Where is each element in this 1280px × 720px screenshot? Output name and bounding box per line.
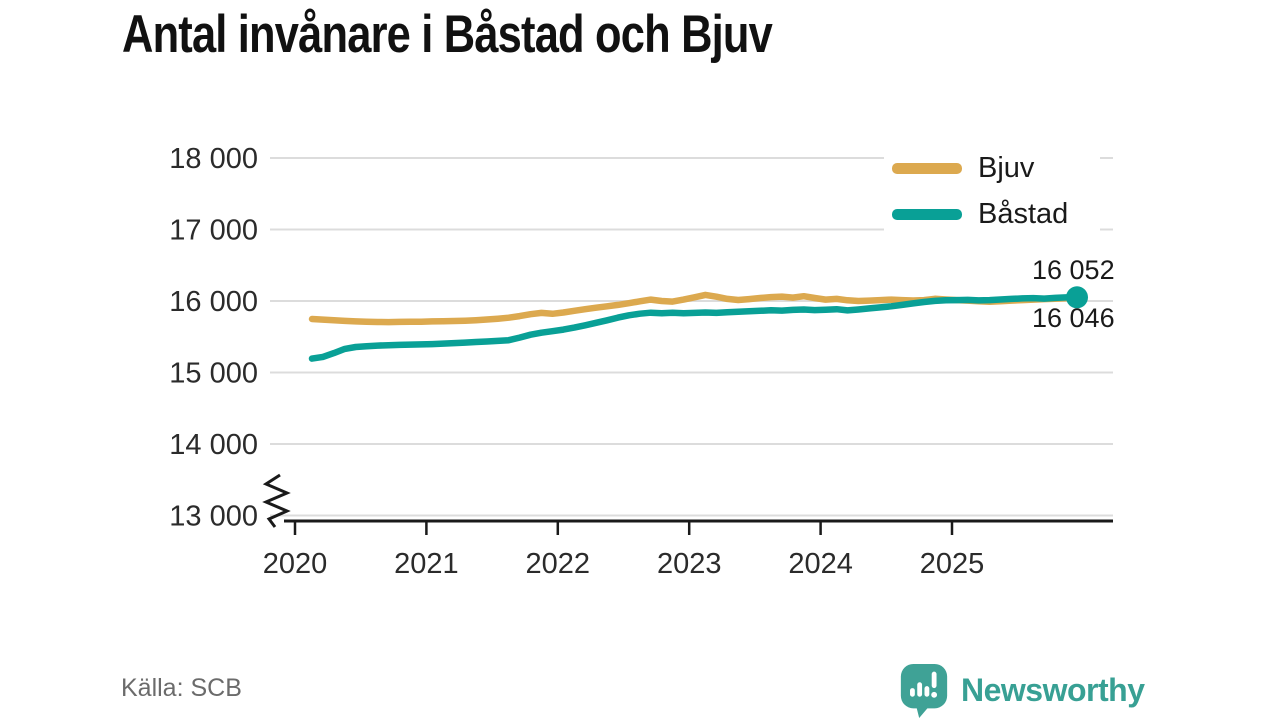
legend-item-bastad: Båstad	[892, 198, 1100, 230]
source-label: Källa: SCB	[121, 674, 242, 702]
svg-text:13 000: 13 000	[169, 501, 258, 533]
svg-text:15 000: 15 000	[169, 358, 258, 390]
chart-title: Antal invånare i Båstad och Bjuv	[122, 5, 773, 64]
svg-text:16 000: 16 000	[169, 286, 258, 318]
newsworthy-bubble-chart-icon	[900, 663, 948, 718]
newsworthy-wordmark: Newsworthy	[961, 672, 1145, 708]
svg-text:14 000: 14 000	[169, 429, 258, 461]
legend-label-bjuv: Bjuv	[978, 151, 1035, 184]
svg-text:2020: 2020	[263, 548, 328, 580]
legend-swatch-bastad	[892, 208, 962, 220]
svg-text:2024: 2024	[788, 548, 853, 580]
legend-label-bastad: Båstad	[978, 197, 1069, 230]
svg-text:2021: 2021	[394, 548, 459, 580]
svg-text:17 000: 17 000	[169, 215, 258, 247]
legend-swatch-bjuv	[892, 162, 962, 174]
svg-text:2022: 2022	[526, 548, 591, 580]
legend-item-bjuv: Bjuv	[892, 152, 1100, 184]
svg-text:2025: 2025	[920, 548, 985, 580]
end-value-label-bjuv: 16 046	[1032, 303, 1115, 333]
svg-text:2023: 2023	[657, 548, 722, 580]
svg-text:18 000: 18 000	[169, 143, 258, 175]
end-value-label-bastad: 16 052	[1032, 255, 1115, 285]
newsworthy-logo: Newsworthy	[897, 661, 1145, 719]
legend: Bjuv Båstad	[884, 142, 1100, 242]
